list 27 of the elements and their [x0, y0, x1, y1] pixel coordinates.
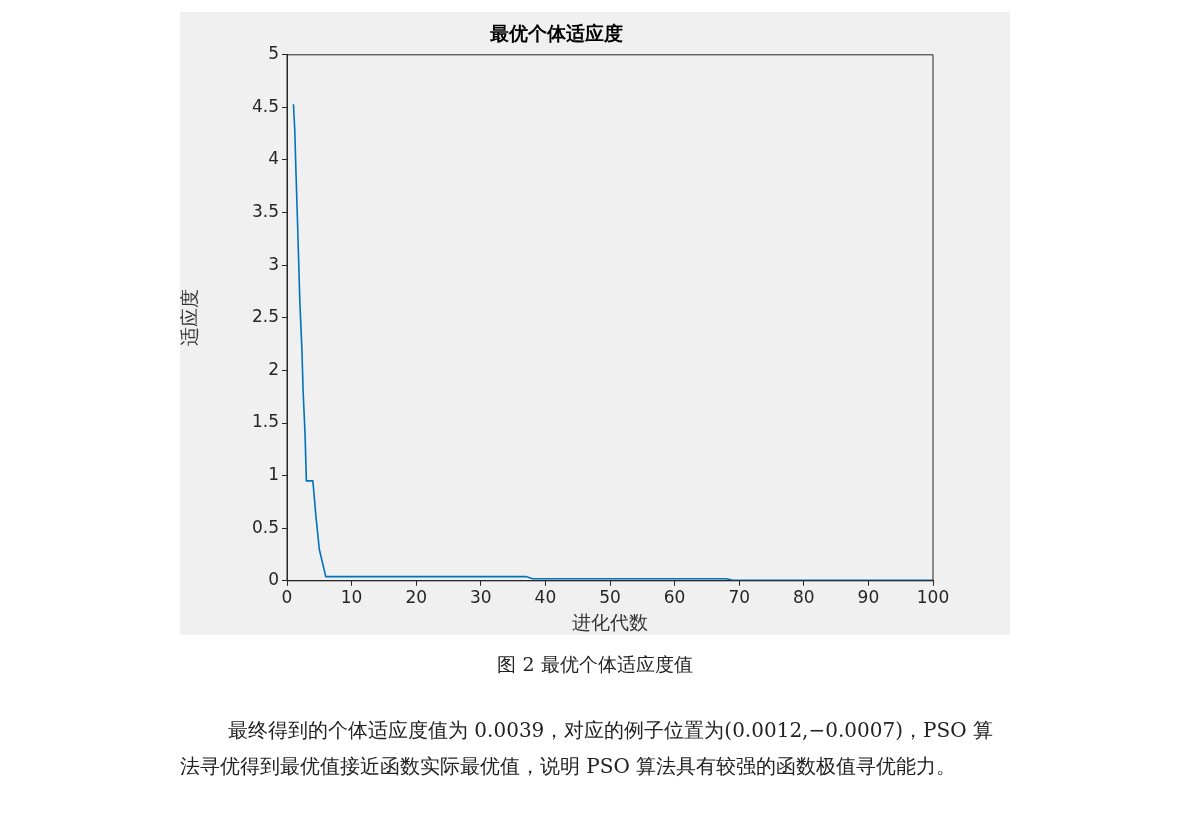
- x-tick-label: 60: [663, 587, 686, 608]
- y-tick-label: 1: [268, 464, 279, 485]
- y-tick-label: 1.5: [251, 411, 279, 432]
- caption: 图 2 最优个体适应度值: [496, 652, 694, 677]
- y-tick-label: 4.5: [251, 95, 279, 116]
- x-tick-label: 0: [281, 587, 293, 608]
- x-axis-title: 进化代数: [572, 610, 648, 633]
- chart-title: 最优个体适应度: [489, 22, 623, 45]
- y-tick-label: 4: [268, 148, 279, 169]
- x-tick-label: 50: [599, 587, 621, 608]
- y-tick-label: 2.5: [251, 306, 279, 327]
- y-tick-label: 0.5: [251, 516, 279, 537]
- x-tick-label: 100: [916, 587, 950, 608]
- x-tick-label: 40: [534, 587, 557, 608]
- y-tick-label: 0: [268, 569, 279, 590]
- x-tick-label: 70: [728, 587, 751, 608]
- x-tick-label: 10: [340, 587, 363, 608]
- y-tick-label: 3: [268, 253, 279, 274]
- x-tick-label: 80: [792, 587, 815, 608]
- text: 最终得到的个体适应度值为 0.0039，对应的例子位置为(0.0012,−0.0007)，PSO 算法寻优得到最优值接近函数实际最优值，说明 PSO 算法具有较强的函数极值寻优能力。: [180, 717, 994, 780]
- x-tick-label: 90: [857, 587, 880, 608]
- x-tick-label: 30: [469, 587, 492, 608]
- y-tick-label: 2: [268, 358, 279, 379]
- y-axis-title: 适应度: [178, 289, 201, 347]
- y-tick-label: 5: [268, 43, 279, 64]
- y-tick-label: 3.5: [251, 201, 279, 222]
- x-tick-label: 20: [405, 587, 428, 608]
